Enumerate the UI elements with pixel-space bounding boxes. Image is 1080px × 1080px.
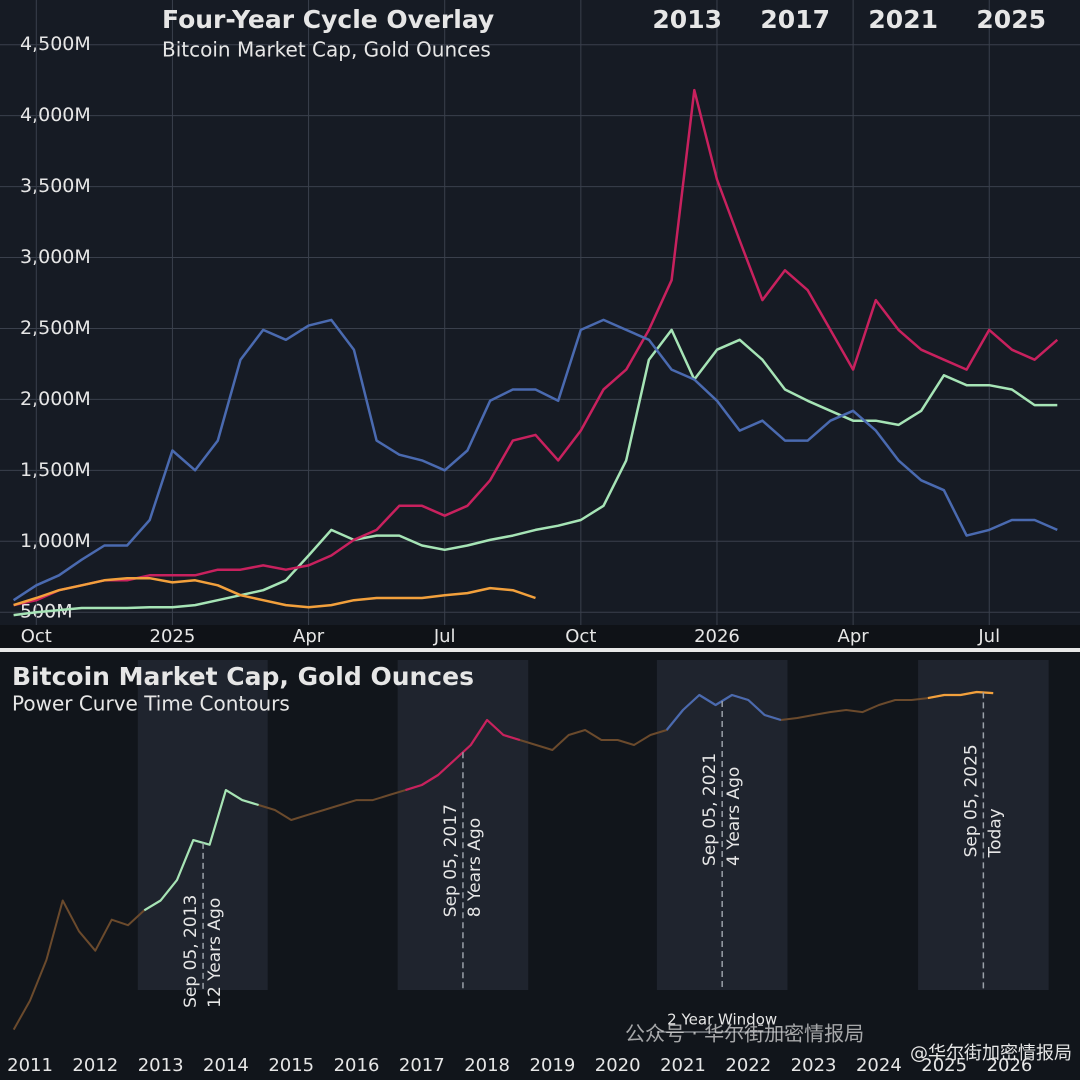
legend-entry: 2021 — [868, 5, 938, 34]
window-line — [927, 690, 994, 700]
marker-note: 8 Years Ago — [465, 818, 485, 917]
window-label: 2 Year Window — [667, 1011, 777, 1029]
y-tick-label: 3,000M — [20, 246, 91, 268]
series-line — [13, 576, 536, 609]
x-tick-label: Oct — [21, 626, 52, 647]
legend-entry: 2013 — [652, 5, 722, 34]
y-tick-label: 2,000M — [20, 388, 91, 410]
x-tick-label: 2024 — [856, 1055, 902, 1076]
y-tick-label: 4,000M — [20, 104, 91, 126]
panel-divider — [0, 648, 1080, 652]
x-axis-band — [0, 625, 1080, 648]
series-line — [12, 318, 1058, 602]
chart-subtitle: Bitcoin Market Cap, Gold Ounces — [162, 38, 491, 62]
marker-date: Sep 05, 2021 — [700, 753, 720, 866]
x-tick-label: 2026 — [987, 1055, 1033, 1076]
marker-note: Today — [985, 808, 1005, 858]
x-tick-label: 2025 — [150, 626, 196, 647]
x-tick-label: Apr — [838, 626, 870, 647]
chart-subtitle: Power Curve Time Contours — [12, 692, 290, 716]
x-tick-label: 2015 — [268, 1055, 314, 1076]
x-tick-label: 2018 — [464, 1055, 510, 1076]
x-tick-label: 2020 — [595, 1055, 641, 1076]
y-tick-label: 1,500M — [20, 459, 91, 481]
window-line — [143, 789, 259, 912]
marker-date: Sep 05, 2017 — [441, 804, 461, 917]
x-tick-label: Jul — [433, 626, 456, 647]
marker-note: 4 Years Ago — [724, 767, 744, 866]
x-tick-label: 2014 — [203, 1055, 249, 1076]
chart-title: Bitcoin Market Cap, Gold Ounces — [12, 662, 474, 691]
x-tick-label: 2021 — [660, 1055, 706, 1076]
x-tick-label: Oct — [565, 626, 596, 647]
y-tick-label: 1,000M — [20, 530, 91, 552]
legend-entry: 2025 — [976, 5, 1046, 34]
x-tick-label: 2025 — [921, 1055, 967, 1076]
x-tick-label: Jul — [977, 626, 1000, 647]
window-line — [665, 693, 782, 731]
x-tick-label: 2022 — [725, 1055, 771, 1076]
x-tick-label: 2017 — [399, 1055, 445, 1076]
watermark: 公众号 · 华尔街加密情报局 — [625, 1022, 864, 1046]
marker-note: 12 Years Ago — [205, 898, 225, 1008]
x-tick-label: 2023 — [791, 1055, 837, 1076]
chart-title: Four-Year Cycle Overlay — [162, 5, 494, 34]
y-tick-label: 3,500M — [20, 175, 91, 197]
x-tick-label: 2026 — [694, 626, 740, 647]
legend-entry: 2017 — [760, 5, 830, 34]
x-tick-label: 2011 — [7, 1055, 53, 1076]
x-tick-label: Apr — [293, 626, 325, 647]
x-tick-label: 2019 — [530, 1055, 576, 1076]
series-line — [13, 328, 1058, 617]
y-tick-label: 4,500M — [20, 33, 91, 55]
x-tick-label: 2012 — [72, 1055, 118, 1076]
x-tick-label: 2016 — [334, 1055, 380, 1076]
x-tick-label: 2013 — [138, 1055, 184, 1076]
marker-date: Sep 05, 2025 — [961, 744, 981, 857]
series-line — [13, 88, 1059, 607]
marker-date: Sep 05, 2013 — [181, 895, 201, 1008]
y-tick-label: 2,500M — [20, 317, 91, 339]
watermark: @华尔街加密情报局 — [910, 1043, 1072, 1064]
